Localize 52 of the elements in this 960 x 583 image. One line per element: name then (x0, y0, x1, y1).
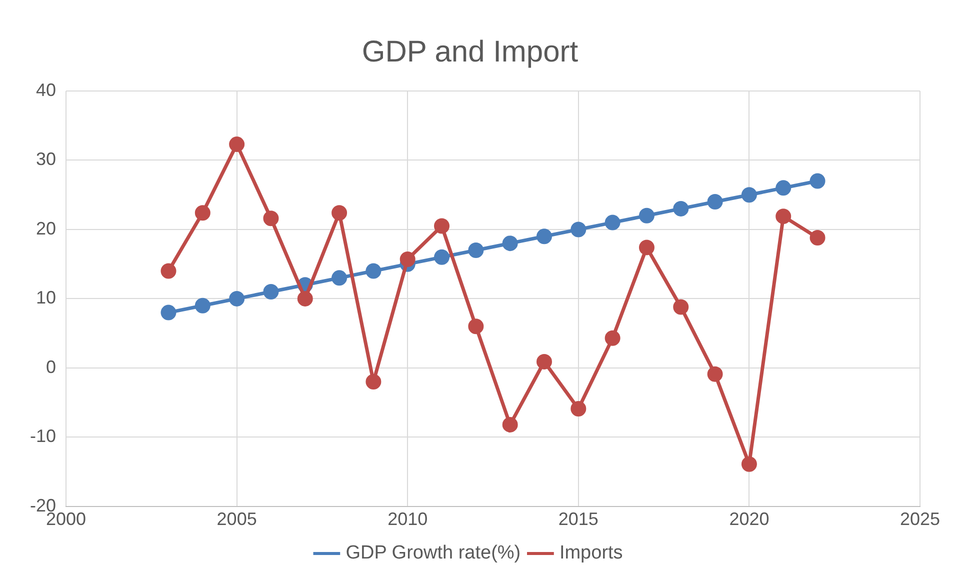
point (263, 284, 279, 300)
legend-label: GDP Growth rate(%) (346, 542, 521, 564)
point (160, 263, 176, 279)
legend-label: Imports (559, 542, 623, 564)
x-tick-label: 2025 (900, 509, 940, 530)
point (536, 354, 552, 370)
point (366, 263, 382, 279)
point (776, 180, 792, 196)
point (502, 236, 518, 252)
point (400, 251, 416, 267)
point (570, 222, 586, 238)
y-tick-label: 40 (36, 80, 56, 100)
point (536, 228, 552, 244)
point (638, 240, 654, 256)
point (366, 374, 382, 390)
point (673, 200, 689, 216)
x-tick-label: 2010 (388, 509, 428, 530)
point (604, 330, 620, 346)
point (332, 205, 348, 221)
point (229, 136, 245, 152)
x-tick-label: 2020 (729, 509, 770, 530)
chart-title: GDP and Import (362, 35, 579, 68)
point (776, 208, 792, 224)
y-tick-label: -10 (30, 426, 56, 446)
point (810, 173, 826, 189)
point (434, 249, 450, 265)
point (468, 318, 484, 334)
y-tick-label: 20 (36, 218, 56, 238)
point (297, 290, 313, 306)
point (707, 366, 723, 382)
y-tick-label: 0 (46, 356, 56, 377)
point (570, 401, 586, 417)
point (434, 218, 450, 234)
point (332, 270, 348, 286)
point (673, 299, 689, 315)
point (194, 298, 210, 314)
point (707, 194, 723, 210)
point (160, 304, 176, 320)
point (468, 242, 484, 258)
point (502, 416, 518, 432)
point (194, 205, 210, 221)
point (741, 187, 757, 203)
y-tick-label: 10 (36, 288, 56, 308)
point (810, 230, 826, 246)
point (263, 210, 279, 226)
point (604, 214, 620, 230)
y-tick-label: 30 (36, 149, 56, 170)
point (741, 456, 757, 472)
x-tick-label: 2015 (558, 509, 598, 530)
point (638, 208, 654, 224)
point (229, 290, 245, 306)
x-tick-label: 2005 (216, 509, 257, 530)
